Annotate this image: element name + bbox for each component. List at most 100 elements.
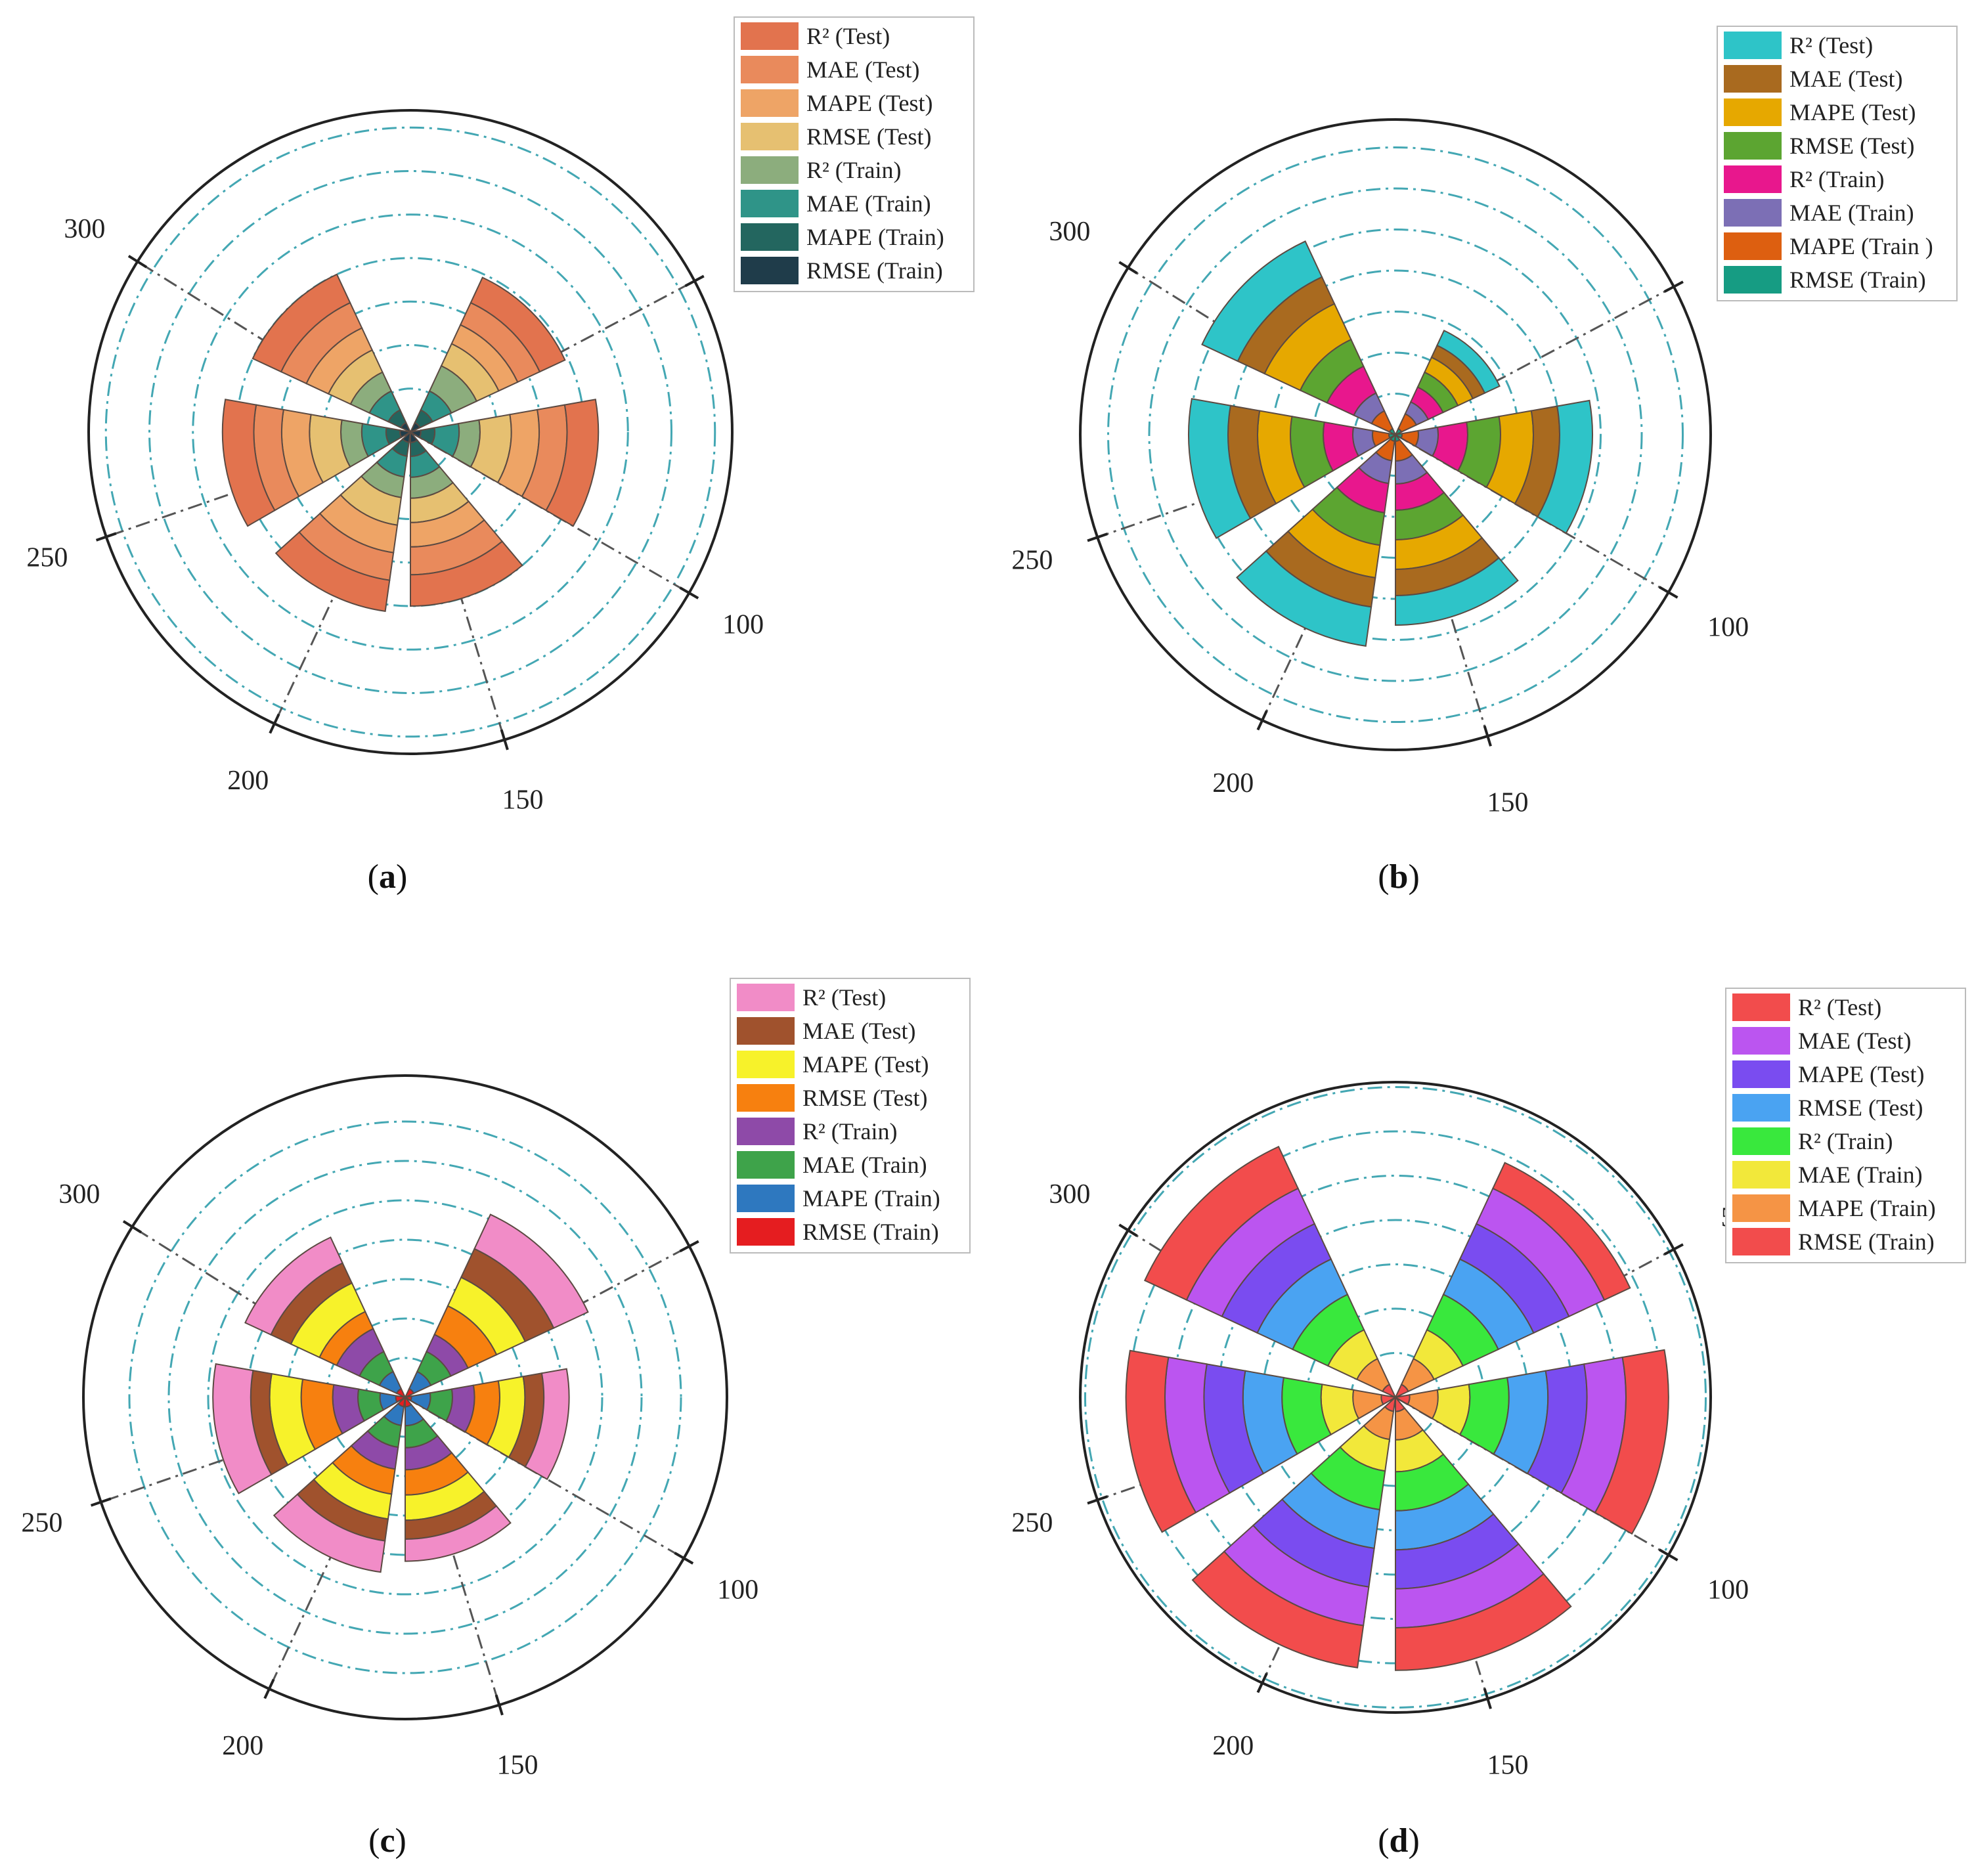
legend-label: MAE (Test) — [1798, 1028, 1911, 1054]
tick-label: 200 — [1212, 768, 1254, 798]
grid-spoke — [405, 1396, 685, 1560]
bar-segment — [545, 399, 600, 527]
tick-label: 150 — [1487, 1750, 1529, 1780]
legend-label: R² (Test) — [802, 984, 886, 1011]
bar-segment — [473, 1213, 589, 1329]
tick-mark — [127, 255, 148, 269]
grid-ring — [167, 1160, 643, 1635]
tick-mark — [95, 532, 117, 542]
bar-segment — [405, 1505, 512, 1562]
polar-outline — [1079, 1081, 1712, 1714]
tick-mark — [1663, 1243, 1684, 1255]
bar-segment — [1236, 550, 1372, 647]
tick-label: 300 — [58, 1179, 100, 1210]
legend-label: RMSE (Test) — [1789, 133, 1914, 159]
panel-caption: (c) — [368, 1822, 406, 1860]
tick-label: 250 — [21, 1508, 62, 1538]
tick-label: 300 — [1049, 1179, 1090, 1210]
grid-ring — [104, 126, 716, 738]
legend-label: MAE (Train) — [806, 190, 931, 217]
tick-mark — [674, 1552, 694, 1565]
legend-label: RMSE (Train) — [1798, 1229, 1935, 1255]
grid-ring — [128, 1120, 682, 1674]
legend-label: MAPE (Test) — [802, 1051, 929, 1078]
legend-swatch — [737, 1185, 795, 1212]
legend-label: R² (Train) — [806, 157, 901, 183]
legend-label: R² (Test) — [806, 23, 890, 49]
tick-label: 100 — [722, 610, 764, 640]
legend: R² (Test) MAE (Test) MAPE (Test) RMSE (Test… — [1725, 988, 1966, 1263]
legend-swatch — [1724, 165, 1782, 193]
polar-chart-1: 50100150200250300R² (Test)MAE (Test)MAPE… — [26, 16, 975, 896]
legend-swatch — [1732, 993, 1790, 1021]
legend-swatch — [737, 1051, 795, 1078]
bar-segment — [1395, 557, 1519, 626]
grid-ring — [148, 170, 672, 694]
legend-label: MAE (Train) — [1789, 200, 1914, 226]
panel-caption: (b) — [1378, 858, 1420, 896]
legend-label: MAE (Test) — [802, 1018, 915, 1044]
grid-spoke — [106, 431, 411, 538]
tick-mark — [263, 1678, 275, 1699]
tick-label: 100 — [1707, 613, 1749, 643]
legend-label: MAPE (Test) — [1798, 1061, 1924, 1087]
legend-swatch — [741, 123, 799, 150]
legend-label: MAE (Train) — [1798, 1162, 1923, 1188]
tick-mark — [500, 729, 509, 751]
grid-ring — [192, 213, 629, 651]
grid-spoke — [100, 1396, 406, 1503]
tick-label: 250 — [1011, 1508, 1053, 1538]
legend-label: RMSE (Test) — [1798, 1095, 1923, 1121]
grid-ring — [1107, 146, 1684, 723]
tick-mark — [679, 1240, 699, 1253]
grid-spoke — [405, 1245, 690, 1399]
tick-label: 200 — [227, 766, 269, 796]
legend-label: MAPE (Train ) — [1789, 233, 1933, 259]
legend-swatch — [741, 89, 799, 117]
legend-label: RMSE (Train) — [806, 257, 943, 284]
tick-mark — [1256, 710, 1268, 731]
grid-spoke — [1395, 286, 1675, 436]
tick-mark — [1483, 726, 1492, 747]
polar-outline — [82, 1074, 728, 1720]
legend-label: MAE (Test) — [806, 56, 919, 83]
bar-segment — [410, 540, 523, 607]
grid-spoke — [404, 1397, 500, 1706]
polar-outline — [1079, 118, 1712, 751]
bar-segment — [273, 1493, 386, 1573]
bar-segment — [1191, 1550, 1365, 1669]
bar-segment — [252, 273, 351, 373]
legend-swatch — [1732, 1094, 1790, 1122]
bar-segment — [1201, 240, 1323, 362]
legend-swatch — [1732, 1161, 1790, 1189]
grid-spoke — [268, 1397, 406, 1690]
legend-swatch — [1732, 1228, 1790, 1255]
bar-segment — [1594, 1349, 1669, 1535]
bar-segment — [1436, 330, 1501, 394]
legend: R² (Test) MAE (Test) MAPE (Test) RMSE (Test… — [730, 978, 971, 1254]
bar-segment — [1143, 1145, 1299, 1301]
legend-swatch — [741, 223, 799, 251]
tick-mark — [1118, 261, 1138, 274]
polar-chart-4: 50100150200250300R² (Test)MAE (Test)MAPE… — [1011, 988, 1966, 1860]
panel-caption: (d) — [1378, 1822, 1420, 1860]
legend-swatch — [1724, 266, 1782, 294]
tick-mark — [1087, 533, 1108, 542]
tick-label: 250 — [26, 542, 68, 573]
tick-mark — [1118, 1223, 1138, 1237]
grid-ring — [1148, 187, 1643, 682]
legend-label: R² (Test) — [1798, 994, 1881, 1020]
bar-segment — [274, 531, 391, 613]
legend-label: MAPE (Test) — [1789, 99, 1916, 125]
polar-chart-3: 50100150200250300R² (Test)MAE (Test)MAPE… — [21, 978, 971, 1860]
legend-swatch — [1724, 199, 1782, 227]
grid-ring — [207, 1199, 603, 1596]
grid-spoke — [273, 431, 412, 724]
polar-outline — [87, 109, 734, 755]
tick-label: 100 — [717, 1575, 758, 1605]
legend-swatch — [737, 984, 795, 1011]
grid-spoke — [410, 431, 690, 594]
tick-mark — [679, 586, 699, 600]
legend-swatch — [741, 257, 799, 284]
